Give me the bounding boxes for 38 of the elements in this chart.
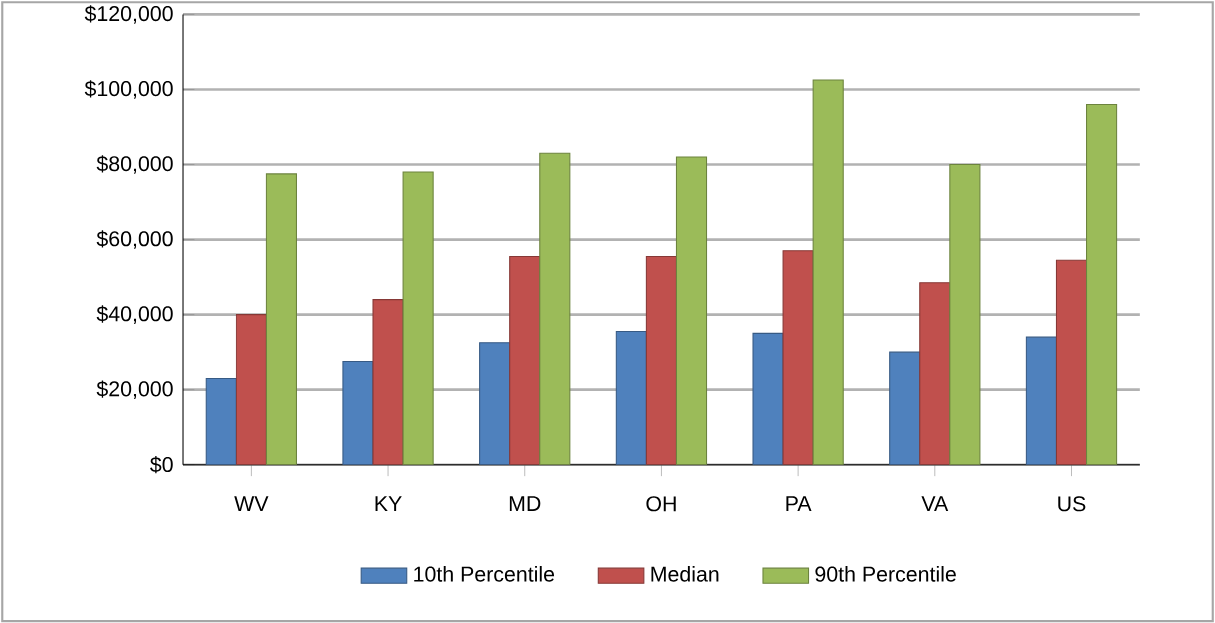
y-tick-label: $60,000 <box>96 230 173 249</box>
bar <box>265 173 297 465</box>
bar <box>479 342 511 465</box>
bar <box>372 298 404 465</box>
y-tick-label: $40,000 <box>96 305 173 324</box>
y-tick-label: $80,000 <box>96 155 173 174</box>
x-tick-label: WV <box>234 496 269 511</box>
bar <box>812 79 844 465</box>
x-tick-label: US <box>1058 496 1086 512</box>
bar <box>1025 336 1057 465</box>
bar <box>205 377 237 465</box>
y-tick-label: $120,000 <box>84 4 173 24</box>
bar <box>782 250 814 465</box>
bar <box>919 281 951 465</box>
bar <box>675 156 708 465</box>
y-tick-label: $0 <box>150 455 173 474</box>
bar <box>752 332 784 465</box>
x-tick-label: KY <box>375 496 402 511</box>
legend-label: Median <box>651 565 719 582</box>
bar <box>402 171 434 465</box>
x-tick-label: PA <box>786 496 812 511</box>
x-tick-label: OH <box>646 496 676 512</box>
bar <box>509 255 541 465</box>
bar <box>1055 259 1088 465</box>
x-tick-label: MD <box>509 496 541 511</box>
bar <box>949 163 981 465</box>
x-tick-label: VA <box>921 496 949 511</box>
bar <box>1085 103 1118 465</box>
bar <box>615 330 647 465</box>
bar <box>889 351 921 465</box>
bar <box>235 313 267 465</box>
legend-label: 90th Percentile <box>815 565 956 582</box>
bar <box>342 360 374 465</box>
y-tick-label: $100,000 <box>84 79 173 99</box>
bar <box>645 255 677 465</box>
legend-label: 10th Percentile <box>414 565 555 582</box>
y-tick-label: $20,000 <box>96 380 173 399</box>
bar <box>539 152 571 465</box>
